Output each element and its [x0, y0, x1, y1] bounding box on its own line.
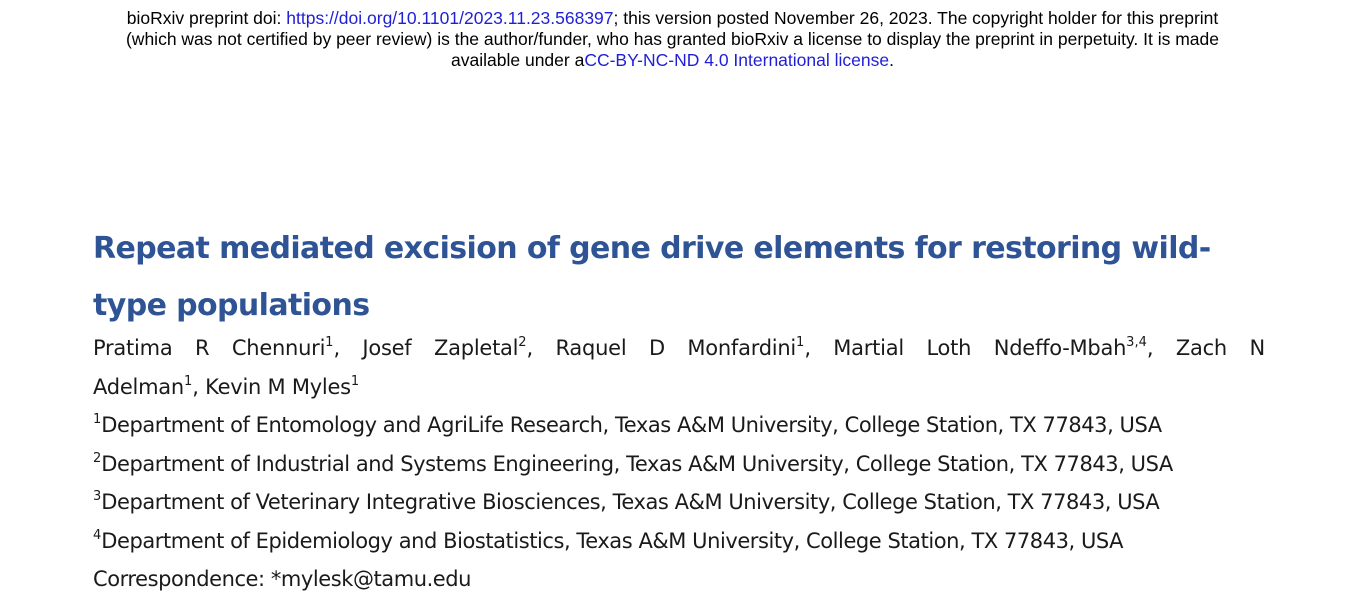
author-word: Adelman1, — [93, 373, 199, 399]
author-affiliation-marker: 1 — [183, 373, 193, 389]
paper-title-line-2: type populations — [93, 288, 370, 323]
author-word: Josef — [362, 336, 412, 360]
author-line-2: Adelman1, Kevin M Myles1 — [93, 368, 1265, 407]
author-line-1: Pratima R Chennuri1, Josef Zapletal2, Raquel D… — [93, 329, 1265, 368]
author-affiliation-marker: 2 — [518, 335, 527, 350]
banner-license-prefix: available under a — [451, 50, 585, 70]
author-word: M — [267, 374, 286, 399]
affiliation-marker: 4 — [93, 527, 102, 543]
banner-line-3: available under aCC-BY-NC-ND 4.0 Interna… — [10, 50, 1335, 71]
author-affiliation-marker: 1 — [325, 335, 334, 350]
author-word: D — [648, 336, 665, 360]
author-word: Martial — [833, 336, 904, 360]
author-word: Loth — [926, 336, 972, 360]
author-affiliation-marker: 1 — [350, 373, 360, 389]
biorxiv-banner: bioRxiv preprint doi: https://doi.org/10… — [10, 8, 1335, 71]
affiliation-marker: 1 — [93, 412, 102, 427]
author-word: Myles1 — [291, 373, 360, 399]
banner-prefix: bioRxiv preprint doi: — [126, 8, 287, 28]
banner-line-2: (which was not certified by peer review)… — [125, 29, 1219, 49]
affiliation-text: Department of Epidemiology and Biostatis… — [101, 528, 1124, 553]
author-word: Pratima — [93, 336, 173, 360]
affiliation-2: 2Department of Industrial and Systems En… — [93, 445, 1273, 484]
author-word: Chennuri1, — [231, 335, 340, 360]
author-word: N — [1249, 336, 1265, 360]
author-word: R — [194, 336, 210, 360]
affiliation-text: Department of Industrial and Systems Eng… — [101, 451, 1173, 476]
license-link[interactable]: CC-BY-NC-ND 4.0 International license — [584, 50, 890, 70]
author-word: Zapletal2, — [433, 335, 533, 360]
author-word: Monfardini1, — [687, 335, 811, 360]
doi-link[interactable]: https://doi.org/10.1101/2023.11.23.56839… — [286, 8, 614, 28]
author-word: Raquel — [555, 336, 627, 360]
affiliation-marker: 3 — [93, 489, 102, 504]
affiliation-1: 1Department of Entomology and AgriLife R… — [93, 406, 1273, 445]
affiliation-3: 3Department of Veterinary Integrative Bi… — [93, 483, 1273, 522]
author-word: Kevin — [205, 374, 262, 399]
author-list: Pratima R Chennuri1, Josef Zapletal2, Raquel D… — [93, 329, 1265, 406]
affiliation-4: 4Department of Epidemiology and Biostati… — [93, 522, 1273, 561]
author-affiliation-marker: 1 — [796, 335, 805, 350]
author-affiliation-marker: 3,4 — [1126, 335, 1147, 350]
banner-posted-text: ; this version posted November 26, 2023.… — [613, 8, 1219, 28]
author-word: Ndeffo-Mbah3,4, — [993, 335, 1154, 360]
affiliation-list: 1Department of Entomology and AgriLife R… — [93, 406, 1273, 599]
author-word: Zach — [1175, 336, 1227, 360]
correspondence: Correspondence: *mylesk@tamu.edu — [93, 567, 472, 591]
affiliation-text: Department of Entomology and AgriLife Re… — [101, 413, 1162, 437]
banner-license-suffix: . — [889, 50, 894, 70]
paper-title: Repeat mediated excision of gene drive e… — [93, 220, 1273, 334]
affiliation-text: Department of Veterinary Integrative Bio… — [101, 490, 1160, 514]
affiliation-marker: 2 — [93, 450, 102, 466]
paper-title-line-1: Repeat mediated excision of gene drive e… — [93, 231, 1211, 266]
banner-line-1: bioRxiv preprint doi: https://doi.org/10… — [10, 8, 1335, 29]
